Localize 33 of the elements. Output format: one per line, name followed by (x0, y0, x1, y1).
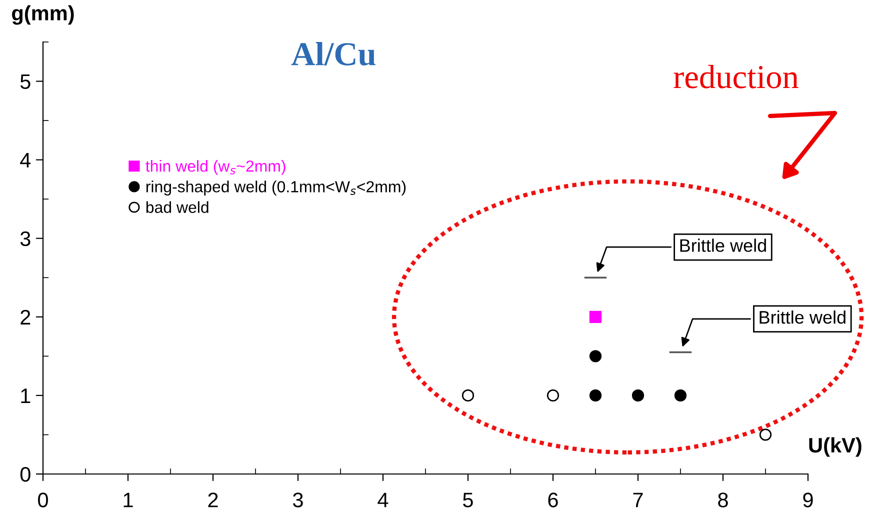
x-tick-label: 5 (463, 492, 473, 508)
point (632, 389, 644, 402)
y-tick-label: 0 (20, 467, 30, 482)
x-tick-label: 2 (208, 492, 218, 508)
legend-label: ring-shaped weld (0.1mm<W$_{s}$<2mm) (146, 180, 406, 196)
point (674, 389, 687, 402)
point (462, 389, 474, 402)
annotation: Brittle weld (760, 310, 846, 324)
chart-title: Al/Cu (291, 42, 376, 66)
annotation: reduction (674, 64, 798, 88)
x-tick-label: 4 (378, 492, 388, 508)
x-tick-label: 0 (38, 492, 48, 508)
legend-label: bad weld (146, 201, 208, 213)
y-tick-label: 1 (21, 388, 30, 404)
point (759, 428, 772, 441)
y-tick-label: 4 (20, 153, 31, 168)
x-tick-label: 8 (718, 492, 728, 508)
annotation: Brittle weld (680, 238, 766, 252)
legend-label: thin weld (w$_{s}$~2mm) (146, 160, 286, 175)
x-tick-label: 1 (124, 492, 133, 508)
point (589, 310, 602, 323)
x-axis-title: U(kV) (809, 437, 862, 457)
y-axis-title: g(mm) (12, 5, 74, 25)
x-tick-label: 7 (633, 492, 643, 508)
point (589, 389, 602, 402)
point (589, 350, 602, 362)
x-tick-label: 9 (803, 492, 813, 508)
y-tick-label: 5 (20, 74, 30, 90)
point (546, 389, 560, 402)
y-tick-label: 2 (20, 310, 30, 324)
x-tick-label: 6 (548, 492, 558, 508)
x-tick-label: 3 (293, 492, 303, 508)
y-tick-label: 3 (20, 231, 30, 246)
